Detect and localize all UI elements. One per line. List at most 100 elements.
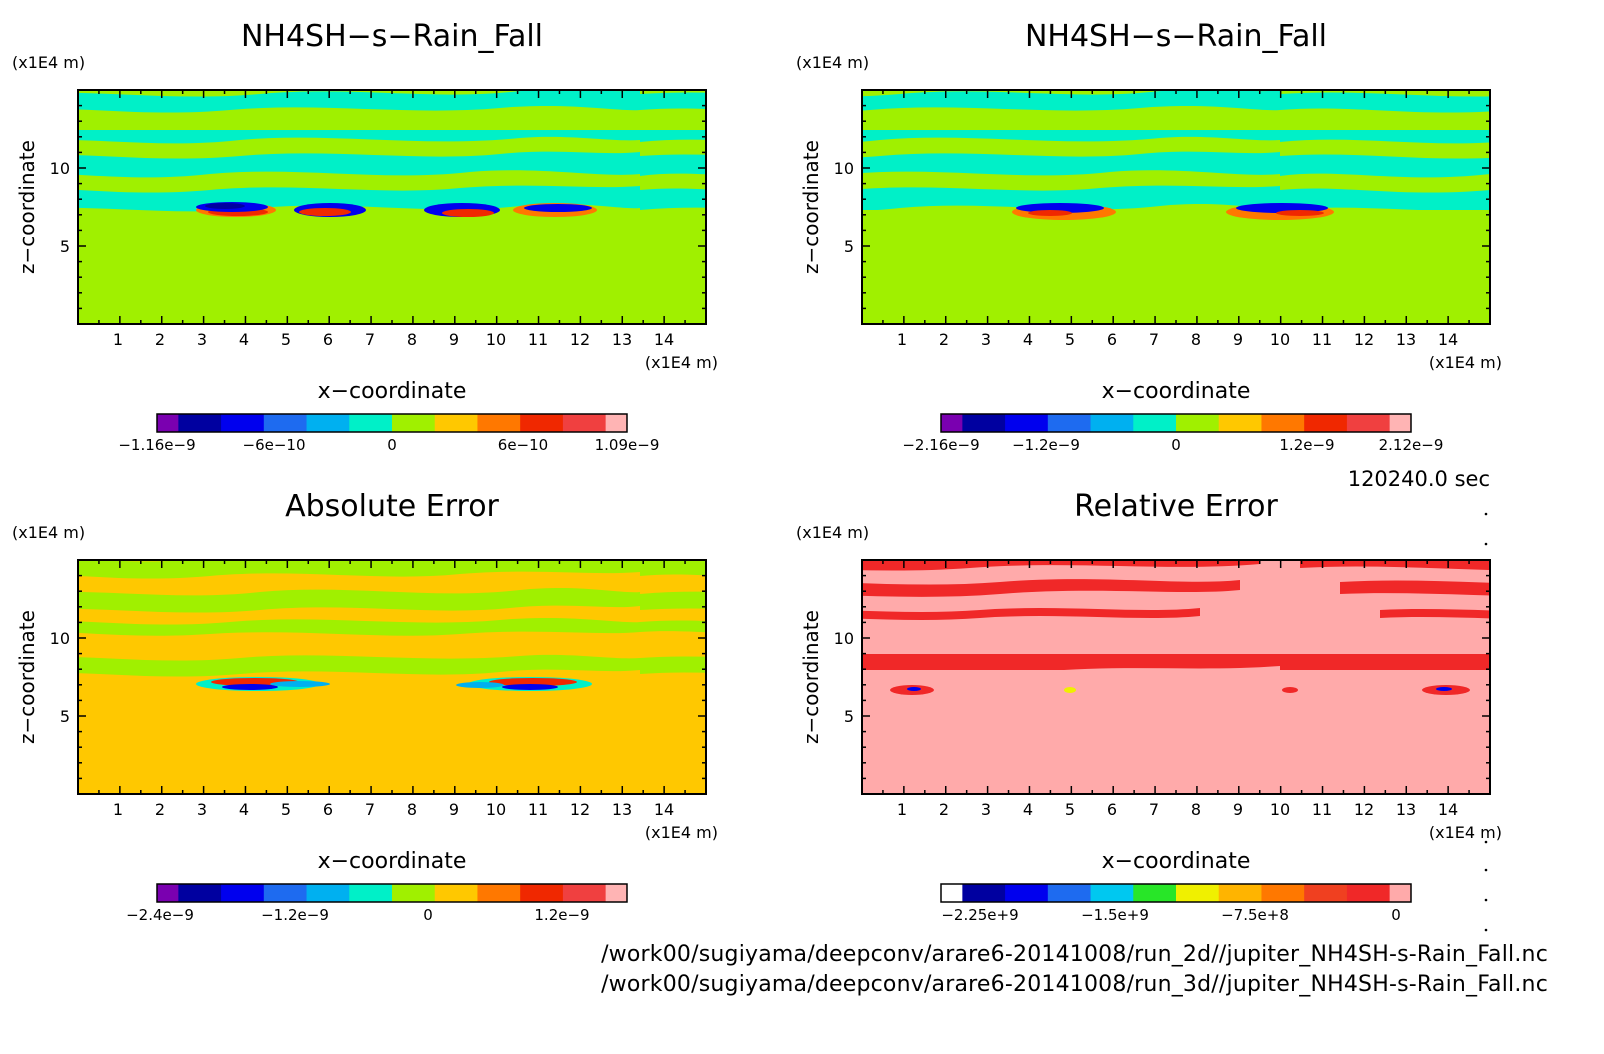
x-tick-label: 9 <box>1233 800 1243 819</box>
x-tick-label: 6 <box>1107 330 1117 349</box>
colorbar-tick-label: 0 <box>1171 436 1181 454</box>
x-tick-labels: 1 2 3 4 5 6 7 8 9 10 11 12 13 14 <box>897 800 1458 819</box>
x-tick-label: 12 <box>1354 330 1374 349</box>
x-tick-label: 1 <box>897 330 907 349</box>
x-tick-label: 2 <box>155 330 165 349</box>
y-tick-label: 10 <box>834 159 854 178</box>
x-tick-label: 14 <box>1438 330 1458 349</box>
colorbar-segment <box>178 884 222 902</box>
colorbar-segment <box>1176 414 1220 432</box>
x-tick-label: 10 <box>486 800 506 819</box>
colorbar <box>156 883 628 903</box>
colorbar-segment <box>1346 884 1391 902</box>
colorbar-segment <box>520 884 564 902</box>
x-unit-label: (x1E4 m) <box>1429 353 1502 372</box>
y-unit-label: (x1E4 m) <box>12 53 85 72</box>
x-tick-label: 12 <box>570 330 590 349</box>
x-tick-label: 5 <box>1065 800 1075 819</box>
x-tick-label: 12 <box>1354 800 1374 819</box>
colorbar-segment <box>434 414 478 432</box>
colorbar-segment <box>520 414 564 432</box>
x-tick-label: 6 <box>323 800 333 819</box>
x-tick-label: 4 <box>239 330 249 349</box>
colorbar-segment <box>941 414 963 432</box>
colorbar-segment <box>1176 884 1220 902</box>
colorbar-tick-label: 0 <box>1391 906 1401 924</box>
x-tick-label: 5 <box>281 800 291 819</box>
panel-title: NH4SH−s−Rain_Fall <box>241 19 543 54</box>
colorbar-frame <box>156 413 628 433</box>
colorbar-tick-label: 0 <box>387 436 397 454</box>
y-tick-labels: 5 10 <box>834 159 854 256</box>
colorbar-frame <box>940 413 1412 433</box>
y-tick-label: 5 <box>844 707 854 726</box>
colorbar-segment <box>1047 884 1092 902</box>
colorbar-segment <box>962 414 1006 432</box>
y-axis-label: z−coordinate <box>799 140 823 274</box>
colorbar-segment <box>157 884 179 902</box>
x-tick-label: 4 <box>1023 800 1033 819</box>
y-tick-labels: 5 10 <box>50 629 70 726</box>
panel-bottom-right: Relative Error (x1E4 m) 1 2 3 4 5 6 7 8 … <box>796 489 1502 924</box>
colorbar-segment <box>477 884 521 902</box>
colorbar-segment <box>941 884 963 902</box>
y-tick-label: 10 <box>50 159 70 178</box>
axis-ticks <box>861 89 1491 325</box>
plot-area <box>77 89 707 325</box>
colorbar-segment <box>962 884 1006 902</box>
colorbar-segment <box>562 884 607 902</box>
x-tick-label: 7 <box>1149 330 1159 349</box>
colorbar-segment <box>349 414 393 432</box>
x-tick-label: 1 <box>897 800 907 819</box>
colorbar-segment <box>221 884 265 902</box>
colorbar <box>940 883 1412 903</box>
y-tick-label: 10 <box>834 629 854 648</box>
time-label: 120240.0 sec <box>1348 467 1490 491</box>
colorbar-segment <box>1218 414 1262 432</box>
colorbar-segment <box>1346 414 1391 432</box>
x-tick-label: 3 <box>197 800 207 819</box>
x-unit-label: (x1E4 m) <box>645 353 718 372</box>
x-tick-label: 7 <box>1149 800 1159 819</box>
x-tick-label: 5 <box>281 330 291 349</box>
colorbar-segment <box>178 414 222 432</box>
colorbar-segment <box>1304 884 1348 902</box>
y-axis-label: z−coordinate <box>15 140 39 274</box>
x-tick-label: 8 <box>1191 330 1201 349</box>
colorbar-segment <box>1389 884 1412 902</box>
x-tick-label: 3 <box>197 330 207 349</box>
axis-ticks <box>77 559 707 795</box>
x-tick-label: 10 <box>1270 800 1290 819</box>
colorbar-frame <box>940 883 1412 903</box>
x-tick-labels: 1 2 3 4 5 6 7 8 9 10 11 12 13 14 <box>113 330 674 349</box>
colorbar-tick-label: 1.2e−9 <box>1279 436 1334 454</box>
y-axis-label: z−coordinate <box>15 610 39 744</box>
colorbar-segment <box>434 884 478 902</box>
x-tick-labels: 1 2 3 4 5 6 7 8 9 10 11 12 13 14 <box>897 330 1458 349</box>
x-tick-label: 13 <box>1396 800 1416 819</box>
x-tick-label: 8 <box>407 330 417 349</box>
x-tick-label: 13 <box>612 800 632 819</box>
colorbar-tick-label: 1.2e−9 <box>534 906 589 924</box>
colorbar-segment <box>1005 414 1049 432</box>
colorbar-tick-label: −7.5e+8 <box>1221 906 1289 924</box>
y-tick-labels: 5 10 <box>50 159 70 256</box>
y-tick-label: 5 <box>60 707 70 726</box>
x-tick-label: 6 <box>323 330 333 349</box>
x-axis-label: x−coordinate <box>1102 379 1251 404</box>
colorbar-tick-label: −2.25e+9 <box>941 906 1018 924</box>
y-unit-label: (x1E4 m) <box>796 523 869 542</box>
x-tick-label: 2 <box>939 800 949 819</box>
x-tick-label: 12 <box>570 800 590 819</box>
y-axis-label: z−coordinate <box>799 610 823 744</box>
colorbar-segment <box>477 414 521 432</box>
colorbar-segment <box>1133 884 1177 902</box>
x-tick-label: 3 <box>981 330 991 349</box>
colorbar <box>940 413 1412 433</box>
colorbar-tick-label: 2.12e−9 <box>1379 436 1444 454</box>
colorbar-tick-label: −2.16e−9 <box>902 436 979 454</box>
colorbar-segment <box>1304 414 1348 432</box>
colorbar-tick-label: 0 <box>423 906 433 924</box>
colorbar-tick-label: −1.2e−9 <box>1012 436 1080 454</box>
colorbar-segment <box>392 414 436 432</box>
